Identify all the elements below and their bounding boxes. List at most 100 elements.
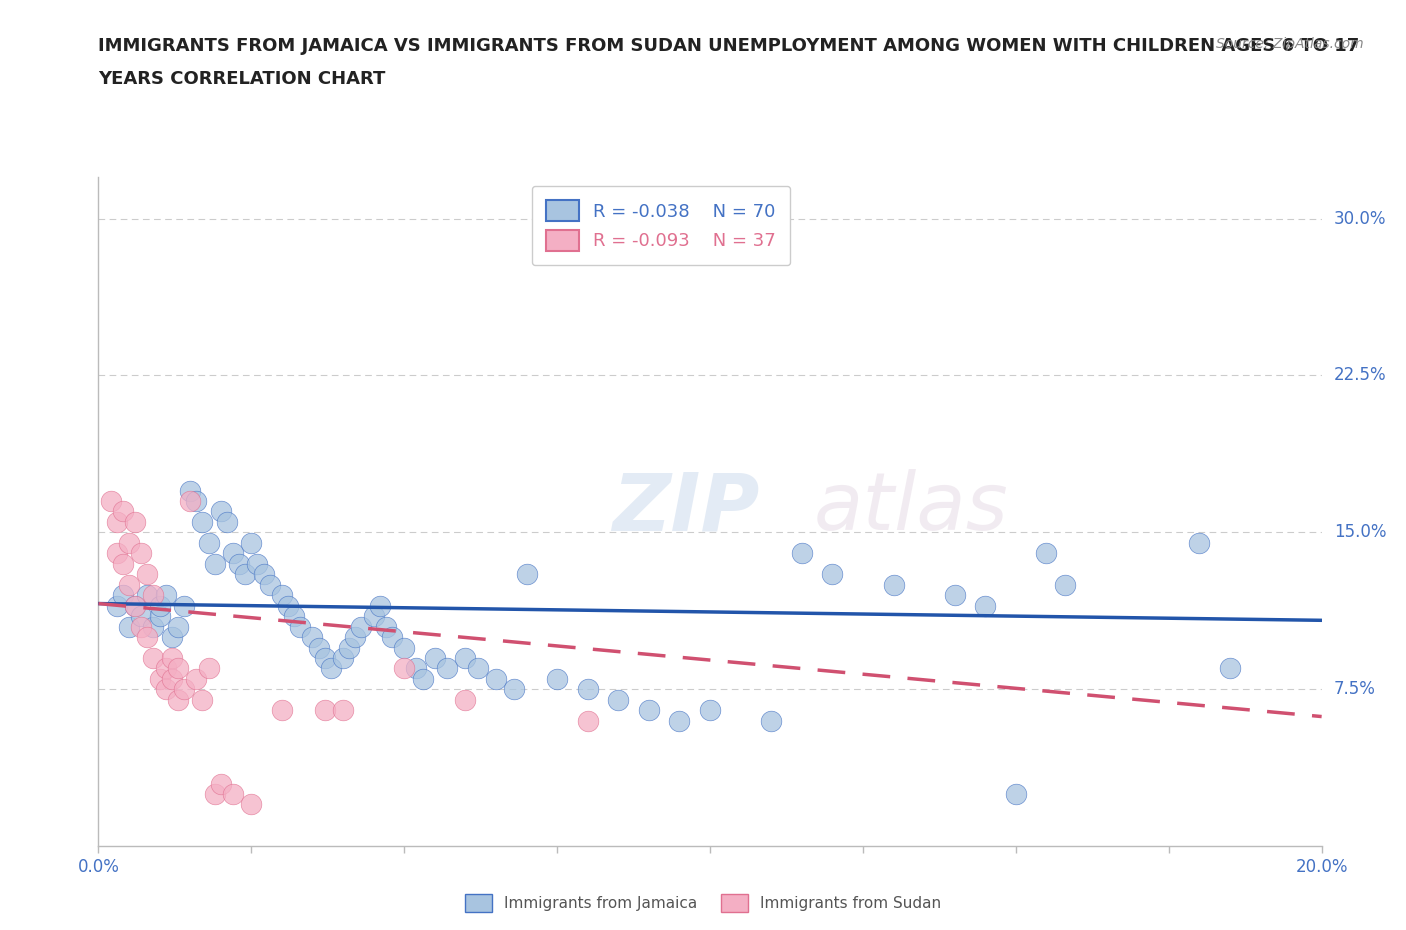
Point [149, 609, 172, 624]
Point [283, 609, 305, 624]
Point [118, 536, 141, 551]
Point [821, 567, 844, 582]
Point [392, 640, 416, 655]
Point [974, 598, 997, 613]
Text: Source: ZipAtlas.com: Source: ZipAtlas.com [1216, 37, 1364, 51]
Point [314, 703, 336, 718]
Point [186, 494, 208, 509]
Point [332, 651, 354, 666]
Point [240, 536, 263, 551]
Point [381, 630, 404, 644]
Point [233, 567, 256, 582]
Point [759, 713, 782, 728]
Point [191, 514, 214, 529]
Point [142, 619, 165, 634]
Text: 30.0%: 30.0% [1334, 209, 1386, 228]
Point [111, 556, 134, 571]
Point [179, 494, 201, 509]
Point [228, 556, 250, 571]
Point [155, 588, 177, 603]
Point [319, 661, 342, 676]
Point [1219, 661, 1241, 676]
Point [173, 598, 195, 613]
Point [699, 703, 721, 718]
Point [215, 514, 238, 529]
Point [576, 682, 599, 697]
Text: atlas: atlas [814, 469, 1008, 547]
Point [167, 661, 190, 676]
Point [607, 692, 630, 708]
Point [270, 703, 292, 718]
Legend: Immigrants from Jamaica, Immigrants from Sudan: Immigrants from Jamaica, Immigrants from… [458, 888, 948, 918]
Text: YEARS CORRELATION CHART: YEARS CORRELATION CHART [98, 70, 385, 87]
Point [1188, 536, 1211, 551]
Point [405, 661, 427, 676]
Point [191, 692, 214, 708]
Legend: R = -0.038    N = 70, R = -0.093    N = 37: R = -0.038 N = 70, R = -0.093 N = 37 [531, 186, 790, 265]
Point [637, 703, 661, 718]
Point [186, 671, 208, 686]
Point [142, 651, 165, 666]
Point [142, 588, 165, 603]
Point [259, 578, 281, 592]
Point [368, 598, 391, 613]
Point [160, 671, 183, 686]
Point [423, 651, 446, 666]
Point [392, 661, 416, 676]
Point [209, 504, 232, 519]
Point [314, 651, 336, 666]
Point [668, 713, 690, 728]
Point [363, 609, 385, 624]
Point [883, 578, 905, 592]
Point [124, 514, 146, 529]
Point [290, 619, 312, 634]
Point [197, 536, 219, 551]
Point [332, 703, 354, 718]
Point [204, 787, 226, 802]
Point [111, 588, 134, 603]
Point [270, 588, 292, 603]
Point [204, 556, 226, 571]
Point [160, 651, 183, 666]
Point [136, 630, 159, 644]
Point [149, 598, 172, 613]
Point [503, 682, 526, 697]
Point [100, 494, 122, 509]
Point [124, 598, 146, 613]
Point [155, 682, 177, 697]
Point [576, 713, 599, 728]
Point [277, 598, 299, 613]
Point [485, 671, 508, 686]
Point [155, 661, 177, 676]
Point [167, 692, 190, 708]
Point [197, 661, 219, 676]
Point [129, 546, 152, 561]
Point [118, 578, 141, 592]
Point [1053, 578, 1076, 592]
Text: ZIP: ZIP [612, 469, 759, 547]
Text: 22.5%: 22.5% [1334, 366, 1386, 384]
Point [118, 619, 141, 634]
Point [111, 504, 134, 519]
Point [308, 640, 330, 655]
Text: IMMIGRANTS FROM JAMAICA VS IMMIGRANTS FROM SUDAN UNEMPLOYMENT AMONG WOMEN WITH C: IMMIGRANTS FROM JAMAICA VS IMMIGRANTS FR… [98, 37, 1360, 55]
Point [129, 619, 152, 634]
Point [412, 671, 434, 686]
Point [454, 651, 477, 666]
Point [467, 661, 489, 676]
Point [344, 630, 367, 644]
Point [374, 619, 396, 634]
Point [129, 609, 152, 624]
Point [516, 567, 538, 582]
Point [105, 514, 128, 529]
Point [136, 588, 159, 603]
Text: 7.5%: 7.5% [1334, 681, 1375, 698]
Point [1035, 546, 1057, 561]
Point [222, 546, 245, 561]
Point [222, 787, 245, 802]
Point [454, 692, 477, 708]
Point [350, 619, 373, 634]
Point [105, 546, 128, 561]
Point [246, 556, 269, 571]
Point [136, 567, 159, 582]
